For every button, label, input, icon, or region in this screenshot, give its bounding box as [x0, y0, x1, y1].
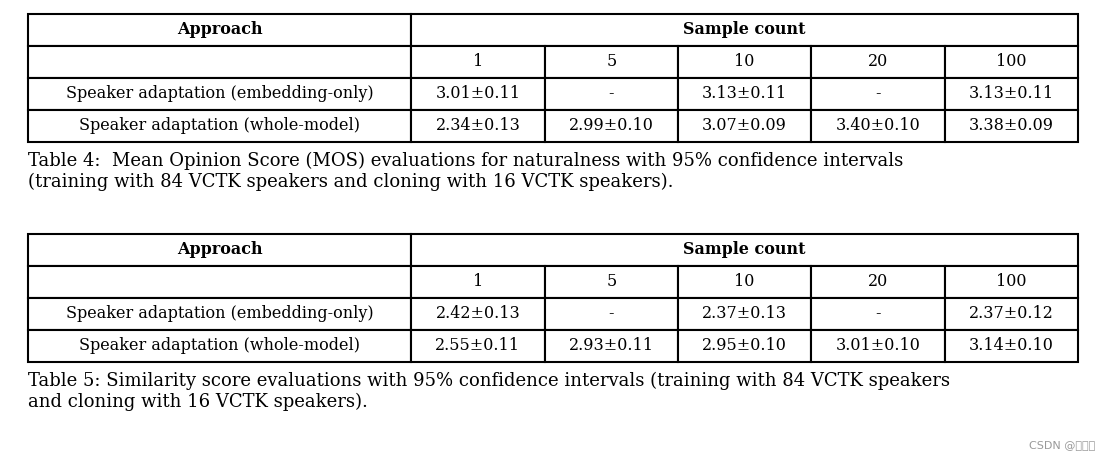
- Bar: [944, 110, 1078, 142]
- Bar: [811, 330, 944, 362]
- Bar: [28, 110, 411, 142]
- Text: 2.93±0.11: 2.93±0.11: [569, 338, 654, 354]
- Bar: [545, 298, 677, 330]
- Text: Table 5: Similarity score evaluations with 95% confidence intervals (training wi: Table 5: Similarity score evaluations wi…: [28, 372, 950, 411]
- Bar: [944, 266, 1078, 298]
- Text: 5: 5: [607, 54, 617, 71]
- Bar: [545, 46, 677, 78]
- Text: 2.42±0.13: 2.42±0.13: [435, 305, 520, 322]
- Bar: [677, 78, 811, 110]
- Bar: [677, 330, 811, 362]
- Text: 3.01±0.11: 3.01±0.11: [435, 86, 520, 103]
- Text: 3.01±0.10: 3.01±0.10: [836, 338, 920, 354]
- Text: Speaker adaptation (whole-model): Speaker adaptation (whole-model): [79, 338, 360, 354]
- Text: 2.95±0.10: 2.95±0.10: [702, 338, 787, 354]
- Bar: [411, 110, 545, 142]
- Text: 10: 10: [734, 273, 755, 290]
- Text: 3.13±0.11: 3.13±0.11: [702, 86, 787, 103]
- Text: Table 4:  Mean Opinion Score (MOS) evaluations for naturalness with 95% confiden: Table 4: Mean Opinion Score (MOS) evalua…: [28, 152, 903, 191]
- Bar: [28, 14, 411, 46]
- Bar: [811, 78, 944, 110]
- Bar: [411, 266, 545, 298]
- Text: -: -: [609, 305, 614, 322]
- Text: 2.99±0.10: 2.99±0.10: [569, 118, 654, 135]
- Text: 100: 100: [996, 273, 1026, 290]
- Text: 2.37±0.13: 2.37±0.13: [702, 305, 787, 322]
- Text: Speaker adaptation (embedding-only): Speaker adaptation (embedding-only): [65, 86, 373, 103]
- Text: -: -: [609, 86, 614, 103]
- Bar: [944, 78, 1078, 110]
- Text: 3.07±0.09: 3.07±0.09: [702, 118, 787, 135]
- Text: 3.38±0.09: 3.38±0.09: [969, 118, 1054, 135]
- Text: 3.40±0.10: 3.40±0.10: [836, 118, 920, 135]
- Text: Approach: Approach: [177, 241, 262, 258]
- Bar: [944, 298, 1078, 330]
- Text: 3.13±0.11: 3.13±0.11: [969, 86, 1054, 103]
- Text: Speaker adaptation (whole-model): Speaker adaptation (whole-model): [79, 118, 360, 135]
- Bar: [28, 298, 411, 330]
- Bar: [411, 46, 545, 78]
- Text: Sample count: Sample count: [683, 22, 806, 38]
- Bar: [944, 46, 1078, 78]
- Bar: [411, 298, 545, 330]
- Bar: [677, 266, 811, 298]
- Bar: [545, 78, 677, 110]
- Bar: [411, 234, 1078, 266]
- Bar: [411, 14, 1078, 46]
- Bar: [28, 78, 411, 110]
- Bar: [811, 110, 944, 142]
- Text: 2.37±0.12: 2.37±0.12: [969, 305, 1054, 322]
- Text: 10: 10: [734, 54, 755, 71]
- Text: 100: 100: [996, 54, 1026, 71]
- Text: 5: 5: [607, 273, 617, 290]
- Bar: [811, 46, 944, 78]
- Text: -: -: [876, 305, 881, 322]
- Text: Approach: Approach: [177, 22, 262, 38]
- Text: 3.14±0.10: 3.14±0.10: [969, 338, 1054, 354]
- Bar: [545, 110, 677, 142]
- Text: -: -: [876, 86, 881, 103]
- Text: Speaker adaptation (embedding-only): Speaker adaptation (embedding-only): [65, 305, 373, 322]
- Bar: [677, 110, 811, 142]
- Text: 20: 20: [868, 273, 888, 290]
- Bar: [811, 298, 944, 330]
- Text: 1: 1: [473, 54, 483, 71]
- Text: 2.55±0.11: 2.55±0.11: [435, 338, 520, 354]
- Bar: [677, 298, 811, 330]
- Bar: [28, 46, 411, 78]
- Bar: [28, 234, 411, 266]
- Bar: [411, 78, 545, 110]
- Bar: [28, 330, 411, 362]
- Bar: [545, 330, 677, 362]
- Bar: [677, 46, 811, 78]
- Text: 2.34±0.13: 2.34±0.13: [435, 118, 520, 135]
- Bar: [944, 330, 1078, 362]
- Text: 20: 20: [868, 54, 888, 71]
- Bar: [811, 266, 944, 298]
- Bar: [545, 266, 677, 298]
- Text: Sample count: Sample count: [683, 241, 806, 258]
- Text: CSDN @丰。。: CSDN @丰。。: [1028, 440, 1095, 450]
- Bar: [411, 330, 545, 362]
- Bar: [28, 266, 411, 298]
- Text: 1: 1: [473, 273, 483, 290]
